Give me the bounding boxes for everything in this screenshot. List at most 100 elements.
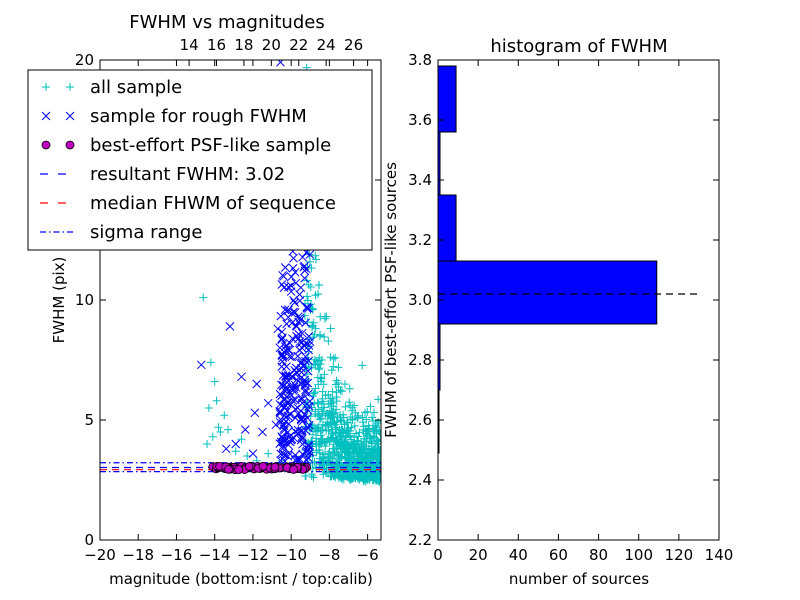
legend-box	[27, 69, 373, 251]
scatter-point	[366, 402, 375, 411]
scatter-point	[282, 362, 291, 371]
scatter-point	[328, 429, 337, 438]
scatter-point	[301, 318, 310, 328]
x-tick-label: 40	[509, 546, 528, 564]
scatter-point	[231, 439, 241, 449]
scatter-point	[356, 452, 365, 461]
scatter-point	[214, 423, 223, 432]
scatter-point	[377, 438, 381, 440]
scatter-point	[204, 404, 213, 412]
scatter-point	[225, 322, 235, 331]
scatter-point	[334, 428, 343, 437]
scatter-point	[282, 385, 292, 395]
scatter-point	[368, 413, 377, 422]
y-tick-label: 2.8	[408, 351, 432, 369]
scatter-point	[313, 361, 322, 370]
scatter-point	[311, 251, 320, 260]
scatter-point	[345, 398, 354, 407]
scatter-point	[300, 377, 310, 387]
scatter-point	[359, 422, 368, 431]
scatter-point	[378, 477, 381, 479]
scatter-point	[278, 441, 288, 451]
scatter-point	[315, 439, 324, 448]
scatter-plot-area	[100, 60, 381, 486]
scatter-point	[296, 338, 306, 348]
scatter-point	[342, 429, 351, 438]
scatter-point	[329, 444, 338, 453]
scatter-point	[310, 355, 319, 364]
scatter-point	[278, 350, 288, 360]
scatter-point	[284, 346, 294, 355]
y-tick-label: 3.0	[408, 291, 432, 309]
y-tick-label: 5	[84, 411, 94, 429]
right-x-axis-label: number of sources	[509, 570, 649, 588]
series-psf-like-sample	[208, 461, 311, 475]
scatter-point	[303, 366, 313, 376]
scatter-point	[312, 357, 321, 366]
scatter-point	[337, 464, 346, 473]
scatter-point	[375, 427, 381, 436]
histogram-bar	[437, 260, 658, 325]
left-x-axis-label: magnitude (bottom:isnt / top:calib)	[109, 570, 373, 588]
scatter-point	[307, 264, 316, 273]
scatter-point	[378, 474, 381, 476]
scatter-point	[285, 338, 295, 348]
legend-label: resultant FWHM: 3.02	[90, 164, 285, 185]
scatter-point	[366, 452, 375, 461]
top-tick-label: 14	[180, 36, 199, 54]
scatter-point	[292, 322, 301, 331]
scatter-point	[284, 448, 294, 458]
scatter-point	[287, 352, 297, 362]
scatter-point	[336, 386, 345, 395]
scatter-point	[345, 384, 354, 393]
scatter-point	[349, 474, 358, 483]
scatter-point	[378, 481, 381, 483]
scatter-point	[278, 270, 287, 280]
top-tick-label: 20	[262, 36, 281, 54]
scatter-point	[313, 424, 322, 433]
scatter-point	[224, 425, 233, 434]
histogram-plot-area	[437, 65, 658, 454]
scatter-point	[287, 318, 297, 328]
scatter-point	[303, 292, 312, 301]
scatter-point	[347, 453, 356, 462]
scatter-point	[370, 408, 379, 417]
scatter-point	[210, 377, 219, 386]
scatter-point	[302, 446, 312, 456]
scatter-point	[328, 394, 337, 403]
histogram-bar	[437, 65, 457, 133]
scatter-point	[276, 407, 285, 417]
scatter-point	[319, 460, 328, 469]
y-tick-label: 10	[75, 291, 94, 309]
scatter-point	[331, 353, 340, 362]
scatter-point	[370, 473, 379, 482]
scatter-point	[277, 362, 286, 371]
scatter-point	[258, 461, 268, 471]
scatter-point	[363, 427, 372, 436]
scatter-point	[289, 465, 298, 474]
scatter-point	[276, 60, 285, 67]
scatter-point	[276, 449, 286, 459]
y-tick-label: 20	[75, 51, 94, 69]
scatter-point	[358, 474, 367, 483]
scatter-point	[275, 400, 285, 409]
top-tick-label: 18	[234, 36, 253, 54]
scatter-point	[216, 428, 225, 436]
scatter-point	[292, 331, 301, 341]
scatter-point	[367, 439, 376, 448]
scatter-point	[339, 470, 348, 479]
histogram-bar	[437, 194, 457, 262]
scatter-point	[374, 477, 381, 486]
scatter-point	[347, 423, 356, 432]
scatter-point	[324, 337, 333, 346]
y-tick-label: 3.4	[408, 171, 432, 189]
scatter-point	[325, 456, 334, 465]
scatter-point	[306, 282, 315, 291]
y-tick-label: 0	[84, 531, 94, 549]
scatter-point	[306, 257, 315, 266]
scatter-point	[291, 363, 301, 373]
scatter-point	[292, 368, 302, 378]
scatter-point	[317, 414, 326, 423]
scatter-point	[362, 437, 371, 446]
